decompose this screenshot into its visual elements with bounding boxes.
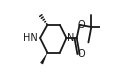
Text: N: N bbox=[67, 33, 74, 43]
Text: HN: HN bbox=[23, 33, 38, 43]
Text: O: O bbox=[78, 20, 86, 30]
Text: O: O bbox=[78, 49, 85, 59]
Polygon shape bbox=[40, 53, 47, 64]
